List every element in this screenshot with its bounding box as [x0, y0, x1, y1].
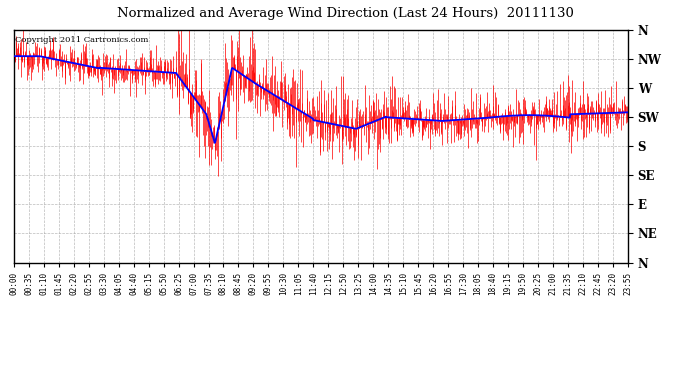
Text: Normalized and Average Wind Direction (Last 24 Hours)  20111130: Normalized and Average Wind Direction (L…: [117, 8, 573, 21]
Text: Copyright 2011 Cartronics.com: Copyright 2011 Cartronics.com: [15, 36, 148, 44]
